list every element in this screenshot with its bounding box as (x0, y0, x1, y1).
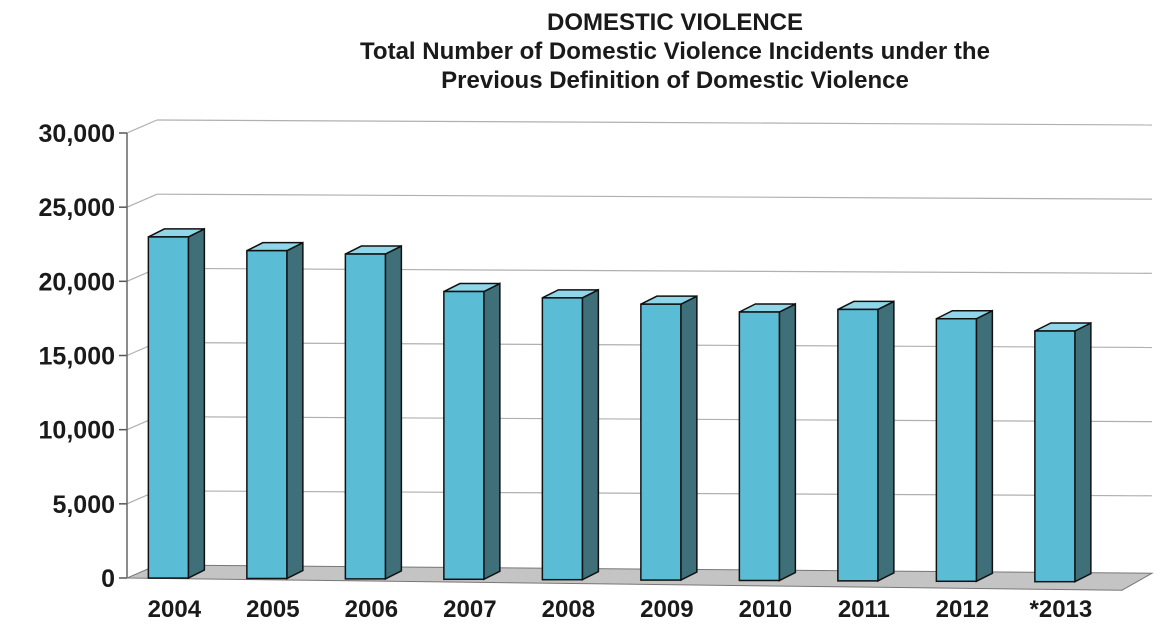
bar-side (187, 227, 206, 580)
gridline (156, 193, 1153, 200)
bar-side (384, 244, 403, 581)
x-tick-label: 2006 (345, 596, 398, 623)
x-tick-label: 2009 (640, 596, 693, 623)
bar (1034, 330, 1076, 583)
bar (344, 253, 387, 580)
x-tick-label: 2008 (542, 596, 595, 623)
bar (541, 297, 584, 581)
bar (935, 317, 978, 583)
chart-title: DOMESTIC VIOLENCE (546, 9, 804, 36)
x-tick-label: 2011 (838, 596, 890, 623)
bar-side (975, 309, 994, 583)
bar (147, 236, 190, 579)
x-tick-label: 2005 (246, 596, 299, 623)
bar-side (680, 294, 698, 582)
y-tick-label: 10,000 (39, 417, 115, 445)
x-tick-label: 2010 (739, 596, 792, 623)
bar-side (877, 300, 895, 583)
x-tick-label: 2004 (148, 596, 202, 623)
bar-side (286, 241, 304, 580)
x-tick-label: *2013 (1030, 596, 1093, 623)
x-tick-label: 2012 (936, 596, 989, 623)
bar (837, 308, 879, 582)
chart-subtitle-line-1: Total Number of Domestic Violence Incide… (360, 38, 990, 65)
bar (246, 249, 288, 580)
y-tick-label: 30,000 (39, 120, 115, 148)
bar-side (778, 302, 797, 582)
bar (443, 290, 485, 581)
chart-subtitle-line-2: Previous Definition of Domestic Violence (441, 67, 909, 94)
y-tick-label: 25,000 (39, 194, 115, 222)
x-tick-label: 2007 (443, 596, 496, 623)
gridline (156, 267, 1153, 274)
bar (738, 311, 781, 582)
bar (640, 303, 682, 581)
bar-side (483, 282, 501, 581)
y-tick-label: 15,000 (39, 343, 115, 371)
gridline (156, 119, 1153, 126)
chart-title-block: DOMESTIC VIOLENCE Total Number of Domest… (245, 8, 1105, 95)
y-tick-label: 20,000 (39, 268, 115, 296)
y-tick-label: 0 (101, 565, 115, 593)
y-tick-label: 5,000 (52, 491, 115, 519)
bar-side (1074, 321, 1092, 583)
gridline-depth (126, 193, 158, 208)
gridline-depth (126, 119, 158, 134)
bar-side (581, 288, 600, 581)
